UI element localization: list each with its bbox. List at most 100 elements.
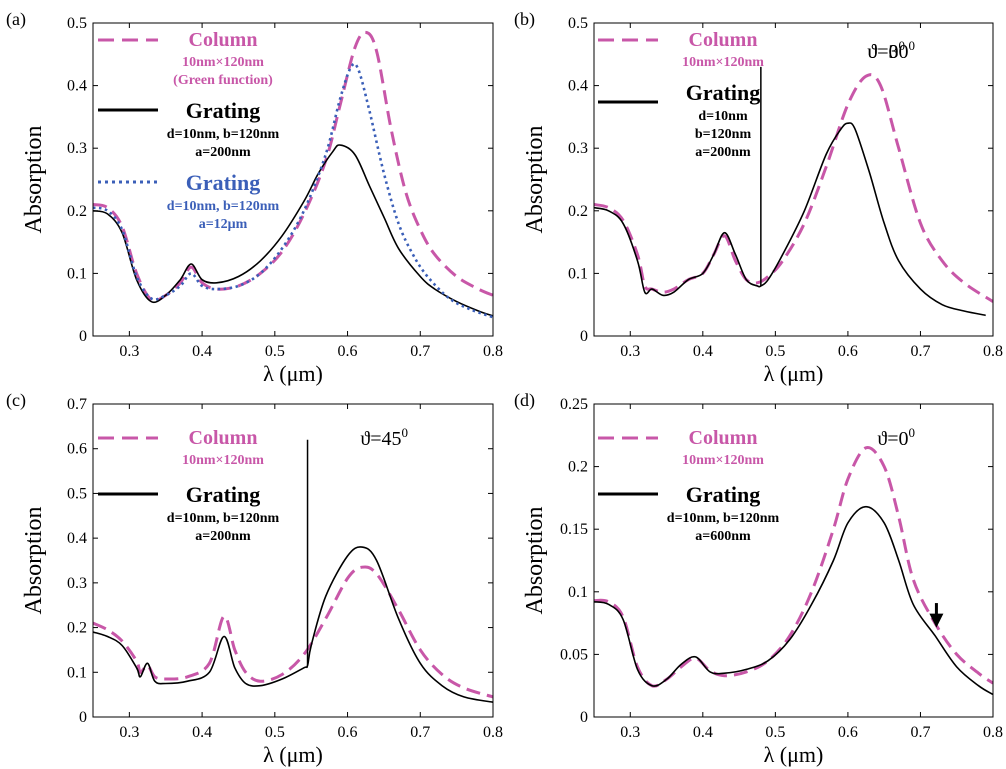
panel-label: (b) [514, 9, 535, 30]
legend-title: Column [689, 29, 758, 51]
y-tick-label: 0.7 [67, 396, 87, 413]
legend-title: Grating [686, 80, 761, 105]
x-tick-label: 0.8 [483, 724, 503, 741]
panel-label: (c) [6, 390, 26, 411]
x-tick-label: 0.3 [620, 724, 640, 741]
y-tick-label: 0.5 [568, 15, 588, 32]
x-tick-label: 0.3 [620, 343, 640, 360]
legend-title: Grating [186, 98, 261, 123]
legend-title: Grating [686, 482, 761, 507]
y-tick-label: 0.2 [568, 203, 588, 220]
y-tick-label: 0 [79, 709, 87, 726]
legend-detail: d=10nm, b=120nm [167, 127, 280, 142]
x-tick-label: 0.8 [983, 343, 1003, 360]
y-tick-label: 0.5 [67, 15, 87, 32]
legend-title: Column [189, 427, 258, 449]
legend-detail: d=10nm, b=120nm [167, 511, 280, 526]
legend-detail: 10nm×120nm [682, 453, 764, 468]
y-tick-label: 0.1 [568, 584, 588, 601]
y-tick-label: 0 [79, 328, 87, 345]
series-solid-line [594, 505, 993, 696]
axes-frame [92, 403, 494, 718]
panel-label: (d) [514, 390, 535, 411]
x-tick-label: 0.5 [265, 724, 285, 741]
x-tick-label: 0.6 [838, 724, 858, 741]
angle-label-text: ϑ=45 [360, 428, 401, 450]
y-tick-label: 0.15 [560, 521, 588, 538]
y-tick-label: 0.05 [560, 646, 588, 663]
legend-title: Grating [186, 170, 261, 195]
y-tick-label: 0.3 [67, 140, 87, 157]
y-tick-label: 0.1 [67, 265, 87, 282]
x-tick-label: 0.7 [410, 724, 430, 741]
x-tick-label: 0.6 [338, 343, 358, 360]
legend-detail: b=120nm [695, 127, 752, 142]
y-axis-label: Absorption [522, 507, 548, 615]
y-tick-label: 0 [580, 328, 588, 345]
legend-detail: a=200nm [195, 529, 251, 544]
legend-detail: 10nm×120nm [182, 453, 264, 468]
y-tick-label: 0.2 [568, 459, 588, 476]
x-tick-label: 0.6 [338, 724, 358, 741]
series-solid-line [93, 546, 493, 703]
x-axis-label: λ (μm) [764, 361, 824, 386]
y-axis-label: Absorption [21, 126, 47, 234]
y-tick-label: 0.25 [560, 396, 588, 413]
y-axis-label: Absorption [21, 507, 47, 615]
x-tick-label: 0.7 [910, 343, 930, 360]
x-tick-label: 0.5 [765, 724, 785, 741]
panel-b: (b)0.3 0.4 0.5 0.6 0.7 0.800.10.20.30.40.5λ (… [514, 9, 1003, 386]
y-tick-label: 0.2 [67, 620, 87, 637]
x-tick-label: 0.8 [983, 724, 1003, 741]
panel-a: (a)0.3 0.4 0.5 0.6 0.7 0.800.10.20.30.40.5λ (… [6, 9, 905, 386]
panel-d: (d) 0.3 0.4 0.5 0.6 0.7 0.8 0 0.05 0.1 0.15 0.2 0.25… [514, 390, 1003, 767]
y-tick-label: 0.4 [67, 530, 87, 547]
legend-title: Column [689, 427, 758, 449]
angle-label-superscript: 0 [909, 38, 916, 53]
x-tick-label: 0.4 [192, 343, 212, 360]
series-dashed-line [594, 73, 993, 303]
x-tick-label: 0.8 [483, 343, 503, 360]
series-dashed-line [93, 565, 493, 699]
angle-label-text: ϑ=0 [867, 41, 898, 63]
angle-label-superscript: 0 [899, 38, 906, 53]
angle-label: ϑ=00 [877, 425, 915, 450]
legend-detail: d=10nm [698, 109, 748, 124]
angle-label-superscript: 0 [402, 425, 409, 440]
angle-label-text: ϑ=30 [867, 41, 908, 63]
panel-c: (c) 0.3 0.4 0.5 0.6 0.7 0.8 0 0.1 0.2 0.3 0.4 0.5 0.6… [6, 390, 503, 767]
angle-label-superscript: 0 [909, 425, 916, 440]
angle-label: ϑ=00 [867, 38, 905, 63]
legend-detail: 10nm×120nm [182, 55, 264, 70]
angle-label-text: ϑ=0 [877, 428, 908, 450]
y-tick-label: 0.6 [67, 441, 87, 458]
legend-detail: d=10nm, b=120nm [667, 511, 780, 526]
y-tick-label: 0.3 [568, 140, 588, 157]
x-tick-label: 0.6 [838, 343, 858, 360]
legend-detail: a=600nm [695, 529, 751, 544]
series-dashed-line [93, 30, 493, 303]
angle-label: ϑ=300 [867, 38, 915, 63]
y-tick-label: 0.4 [67, 78, 87, 95]
legend-detail: d=10nm, b=120nm [167, 199, 280, 214]
x-axis-label: λ (μm) [263, 742, 323, 767]
down-arrow-icon [929, 613, 944, 628]
legend-detail: a=12μm [199, 217, 248, 232]
x-tick-label: 0.4 [192, 724, 212, 741]
series-solid-line [594, 122, 986, 317]
legend-title: Grating [186, 482, 261, 507]
y-tick-label: 0.2 [67, 203, 87, 220]
legend-detail: (Green function) [173, 73, 273, 88]
y-tick-label: 0.1 [67, 664, 87, 681]
x-tick-label: 0.3 [119, 343, 139, 360]
x-tick-label: 0.5 [765, 343, 785, 360]
axes-frame [92, 22, 494, 337]
series-dashed-line [594, 446, 993, 688]
x-tick-label: 0.7 [410, 343, 430, 360]
legend-detail: a=200nm [695, 145, 751, 160]
y-tick-label: 0.4 [568, 78, 588, 95]
series-dotted-line [93, 62, 493, 319]
x-axis-label: λ (μm) [764, 742, 824, 767]
y-tick-label: 0 [580, 709, 588, 726]
series-solid-line [93, 144, 493, 317]
